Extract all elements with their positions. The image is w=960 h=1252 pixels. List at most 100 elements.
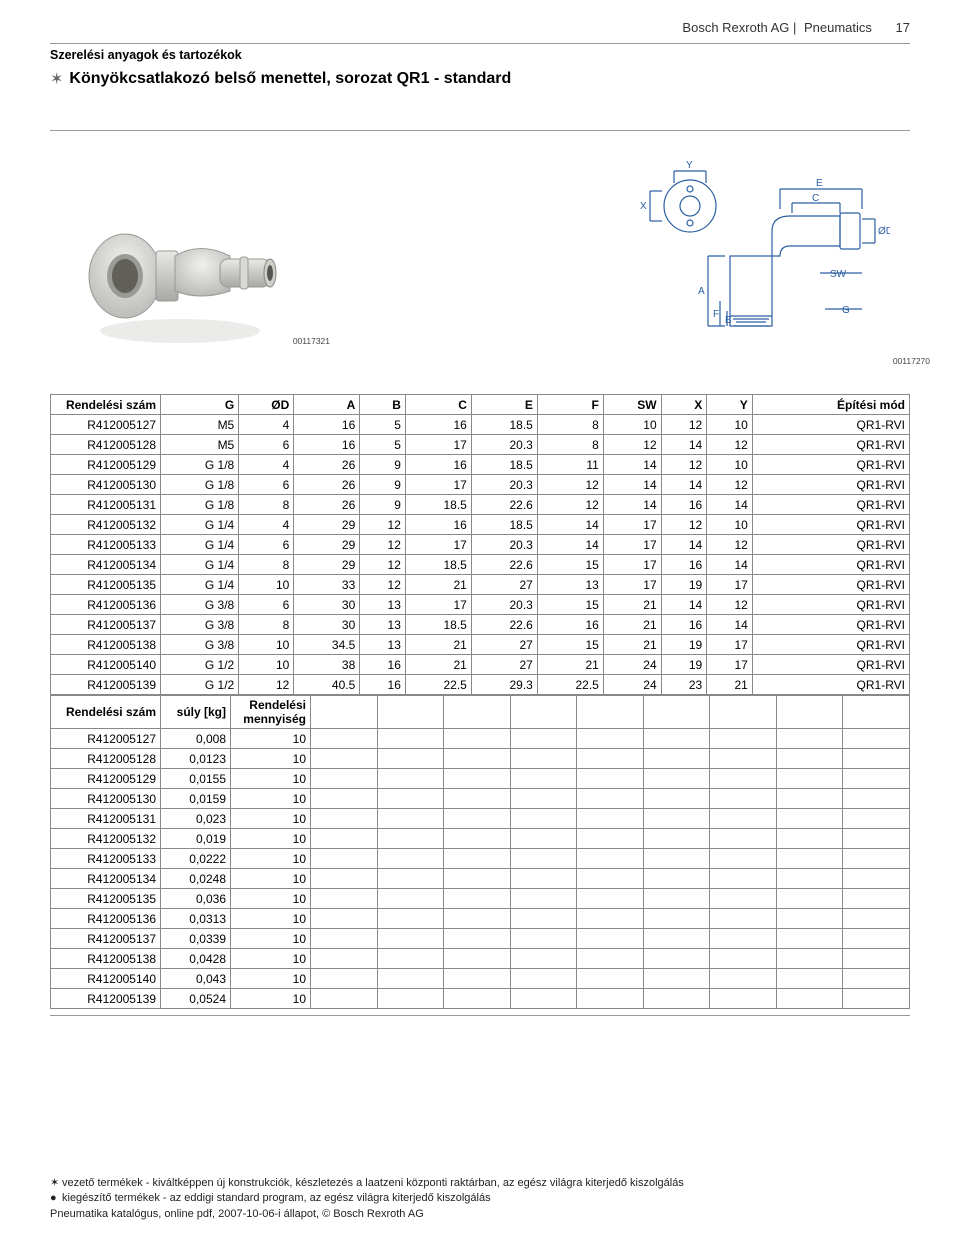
footer-line-2: ●kiegészítő termékek - az eddigi standar…: [50, 1191, 910, 1206]
spacer-cell: [577, 829, 644, 849]
page-footer: ✶vezető termékek - kiváltképpen új konst…: [50, 1176, 910, 1222]
cell: 23: [661, 675, 707, 695]
col-header: SW: [603, 395, 661, 415]
cell: 34.5: [294, 635, 360, 655]
elbow-fitting-diagram: Y X E C ØD SW G A F B: [630, 161, 890, 351]
cell: 12: [239, 675, 294, 695]
cell: 26: [294, 475, 360, 495]
cell: 17: [405, 435, 471, 455]
spacer-cell: [444, 989, 511, 1009]
spacer-cell: [643, 749, 710, 769]
cell: 0,023: [161, 809, 231, 829]
cell: R412005134: [51, 555, 161, 575]
cell: 10: [231, 789, 311, 809]
cell: 14: [661, 475, 707, 495]
spacer-cell: [577, 769, 644, 789]
table-row: R4120051270,00810: [51, 729, 910, 749]
col-header: X: [661, 395, 707, 415]
spacer-cell: [510, 809, 577, 829]
cell: 19: [661, 655, 707, 675]
spacer-cell: [510, 749, 577, 769]
spacer-cell: [843, 869, 910, 889]
cell: R412005138: [51, 635, 161, 655]
cell: 17: [603, 535, 661, 555]
cell: G 1/4: [161, 535, 239, 555]
cell: 16: [360, 655, 406, 675]
cell: 10: [231, 769, 311, 789]
cell: 14: [707, 555, 753, 575]
spacer-cell: [776, 929, 843, 949]
divider-bottom: [50, 1015, 910, 1016]
cell: 29: [294, 535, 360, 555]
spacer-cell: [510, 969, 577, 989]
spacer-cell: [444, 829, 511, 849]
cell: 38: [294, 655, 360, 675]
cell: 21: [405, 635, 471, 655]
cell: R412005138: [51, 949, 161, 969]
spacer-cell: [643, 929, 710, 949]
cell: QR1-RVI: [752, 535, 909, 555]
spacer-cell: [643, 969, 710, 989]
spacer-cell: [710, 869, 777, 889]
cell: 22.5: [537, 675, 603, 695]
spacer-cell: [843, 809, 910, 829]
spacer-cell: [510, 729, 577, 749]
figures-row: 00117321: [50, 161, 910, 354]
cell: 17: [603, 515, 661, 535]
label-f: F: [713, 309, 719, 320]
table-row: R412005137G 3/88301318.522.616211614QR1-…: [51, 615, 910, 635]
header-divider: |: [789, 20, 800, 35]
cell: 14: [537, 535, 603, 555]
cell: 12: [707, 535, 753, 555]
spacer-cell: [577, 989, 644, 1009]
label-od: ØD: [878, 226, 890, 237]
spacer-cell: [710, 949, 777, 969]
spacer-cell: [643, 729, 710, 749]
cell: QR1-RVI: [752, 615, 909, 635]
spacer-cell: [577, 909, 644, 929]
table-header-row: Rendelési számsúly [kg]Rendelésimennyisé…: [51, 696, 910, 729]
col-header: A: [294, 395, 360, 415]
cell: 19: [661, 575, 707, 595]
cell: R412005133: [51, 849, 161, 869]
cell: R412005135: [51, 889, 161, 909]
spacer-cell: [843, 909, 910, 929]
spacer-cell: [643, 949, 710, 969]
cell: 26: [294, 495, 360, 515]
cell: R412005129: [51, 455, 161, 475]
table-row: R412005138G 3/81034.513212715211917QR1-R…: [51, 635, 910, 655]
cell: R412005137: [51, 929, 161, 949]
spacer-cell: [577, 869, 644, 889]
spacer-cell: [444, 949, 511, 969]
cell: R412005130: [51, 789, 161, 809]
table-row: R412005128M561651720.38121412QR1-RVI: [51, 435, 910, 455]
cell: M5: [161, 415, 239, 435]
cell: 14: [537, 515, 603, 535]
spacer-cell: [311, 729, 378, 749]
cell: 14: [707, 495, 753, 515]
spacer-cell: [444, 929, 511, 949]
col-header: E: [471, 395, 537, 415]
cell: 14: [603, 475, 661, 495]
cell: 26: [294, 455, 360, 475]
cell: M5: [161, 435, 239, 455]
cell: 30: [294, 615, 360, 635]
table-row: R412005134G 1/48291218.522.615171614QR1-…: [51, 555, 910, 575]
spacer-cell: [776, 729, 843, 749]
table-row: R4120051400,04310: [51, 969, 910, 989]
label-x: X: [640, 201, 647, 212]
spacer-cell: [311, 849, 378, 869]
cell: 14: [661, 595, 707, 615]
spacer-cell: [444, 969, 511, 989]
cell: 10: [231, 749, 311, 769]
table-row: R412005133G 1/4629121720.314171412QR1-RV…: [51, 535, 910, 555]
cell: 10: [231, 829, 311, 849]
spacer-cell: [444, 889, 511, 909]
cell: 14: [707, 615, 753, 635]
cell: 13: [360, 635, 406, 655]
cell: R412005136: [51, 909, 161, 929]
cell: 40.5: [294, 675, 360, 695]
spacer-cell: [710, 809, 777, 829]
cell: QR1-RVI: [752, 455, 909, 475]
table-row: R4120051290,015510: [51, 769, 910, 789]
